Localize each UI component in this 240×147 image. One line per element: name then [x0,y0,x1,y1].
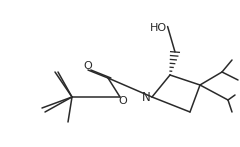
Text: N: N [142,91,150,103]
Text: O: O [118,96,127,106]
Text: HO: HO [150,23,167,33]
Text: O: O [84,61,92,71]
